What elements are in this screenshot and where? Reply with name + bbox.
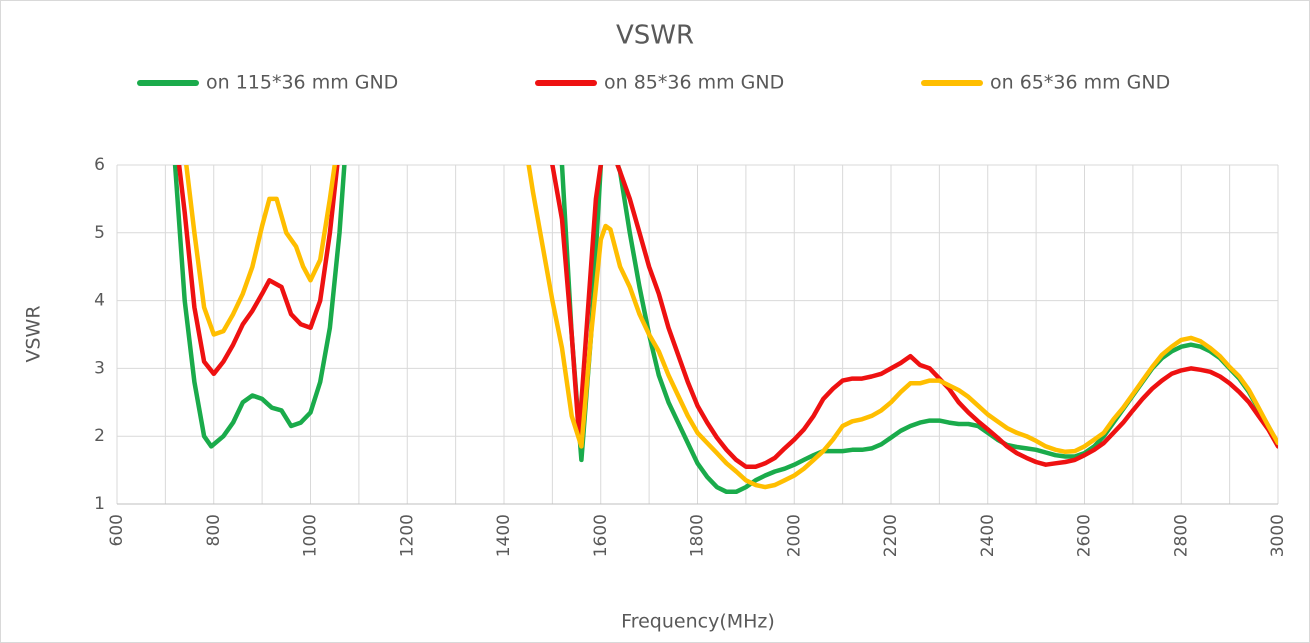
- series-line: [176, 165, 1278, 469]
- x-tick-label: 1000: [301, 514, 321, 557]
- plot-lines: [172, 165, 1278, 495]
- x-tick-label: 1400: [494, 514, 514, 557]
- legend-label: on 85*36 mm GND: [604, 72, 784, 94]
- x-tick-label: 1800: [688, 514, 708, 557]
- legend-label: on 65*36 mm GND: [990, 72, 1170, 94]
- x-tick-label: 2000: [784, 514, 804, 557]
- y-tick-label: 5: [94, 223, 105, 243]
- grid: [116, 164, 1279, 505]
- chart-title: VSWR: [616, 21, 694, 51]
- x-tick-label: 2600: [1075, 514, 1095, 557]
- y-tick-label: 2: [94, 426, 105, 446]
- y-tick-label: 4: [94, 291, 105, 311]
- y-tick-label: 1: [94, 494, 105, 514]
- x-tick-label: 800: [204, 514, 224, 546]
- x-tick-label: 1600: [591, 514, 611, 557]
- y-tick-label: 3: [94, 358, 105, 378]
- x-tick-label: 3000: [1268, 514, 1288, 557]
- x-tick-label: 600: [107, 514, 127, 546]
- x-tick-label: 1200: [397, 514, 417, 557]
- legend-label: on 115*36 mm GND: [206, 72, 398, 94]
- x-tick-label: 2800: [1171, 514, 1191, 557]
- series-line: [184, 165, 1278, 490]
- x-tick-label: 2400: [978, 514, 998, 557]
- y-tick-label: 6: [94, 155, 105, 175]
- y-axis-label: VSWR: [23, 305, 45, 362]
- x-tick-label: 2200: [881, 514, 901, 557]
- x-axis-label: Frequency(MHz): [621, 611, 775, 633]
